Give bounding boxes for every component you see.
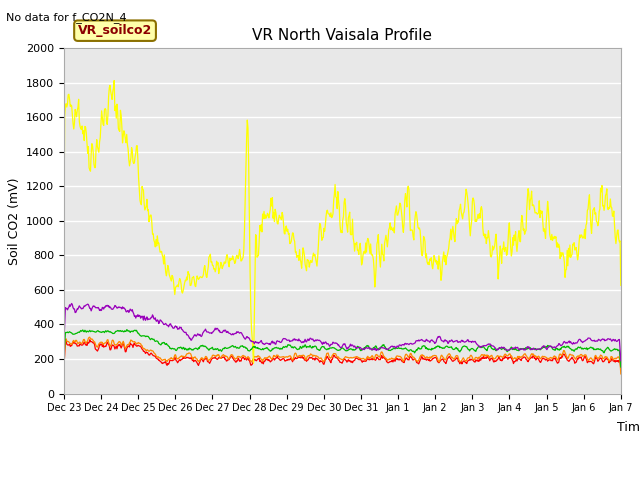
Line: North -4cm: North -4cm <box>64 330 621 367</box>
CO2N_3 <box>110 78 118 84</box>
CO2N_3 <box>94 147 102 153</box>
North -4cm <box>399 346 406 352</box>
CO2N_2 <box>399 358 406 363</box>
CO2N_1 <box>384 360 392 366</box>
East -4cm <box>617 358 625 364</box>
CO2N_1 <box>61 337 69 343</box>
Line: CO2N_3: CO2N_3 <box>64 81 621 363</box>
Text: VR_soilco2: VR_soilco2 <box>78 24 152 37</box>
CO2N_1 <box>415 359 423 365</box>
Title: VR North Vaisala Profile: VR North Vaisala Profile <box>252 28 433 43</box>
CO2N_2 <box>384 357 392 362</box>
North -4cm <box>60 354 68 360</box>
CO2N_1 <box>540 356 548 361</box>
North -4cm <box>94 328 102 334</box>
CO2N_1 <box>483 354 491 360</box>
CO2N_2 <box>617 371 625 377</box>
Line: CO2N_2: CO2N_2 <box>64 337 621 374</box>
CO2N_1 <box>617 366 625 372</box>
CO2N_3 <box>250 360 257 366</box>
Line: CO2N_1: CO2N_1 <box>64 340 621 369</box>
East -4cm <box>95 306 102 312</box>
CO2N_3 <box>484 235 492 240</box>
North -4cm <box>617 364 625 370</box>
East -4cm <box>415 338 423 344</box>
CO2N_3 <box>399 229 407 235</box>
East -4cm <box>399 342 406 348</box>
North -4cm <box>123 327 131 333</box>
CO2N_2 <box>60 367 68 372</box>
CO2N_2 <box>86 334 93 340</box>
CO2N_3 <box>385 227 392 233</box>
East -4cm <box>483 342 491 348</box>
North -4cm <box>415 346 423 351</box>
CO2N_2 <box>540 354 548 360</box>
CO2N_2 <box>483 352 491 358</box>
East -4cm <box>68 300 76 306</box>
Text: No data for f_CO2N_4: No data for f_CO2N_4 <box>6 12 127 23</box>
North -4cm <box>384 346 392 352</box>
East -4cm <box>540 343 548 349</box>
Y-axis label: Soil CO2 (mV): Soil CO2 (mV) <box>8 177 20 264</box>
CO2N_3 <box>60 209 68 215</box>
CO2N_3 <box>541 230 548 236</box>
CO2N_3 <box>617 282 625 288</box>
East -4cm <box>60 337 68 343</box>
Legend: CO2N_1, CO2N_2, CO2N_3, North -4cm, East -4cm: CO2N_1, CO2N_2, CO2N_3, North -4cm, East… <box>115 475 570 480</box>
CO2N_2 <box>95 341 102 347</box>
CO2N_1 <box>60 363 68 369</box>
CO2N_1 <box>95 345 102 351</box>
CO2N_2 <box>415 356 423 361</box>
East -4cm <box>384 347 392 352</box>
X-axis label: Time: Time <box>616 421 640 434</box>
CO2N_1 <box>399 359 406 365</box>
CO2N_3 <box>416 228 424 234</box>
North -4cm <box>540 345 548 350</box>
Line: East -4cm: East -4cm <box>64 303 621 361</box>
North -4cm <box>483 348 491 354</box>
